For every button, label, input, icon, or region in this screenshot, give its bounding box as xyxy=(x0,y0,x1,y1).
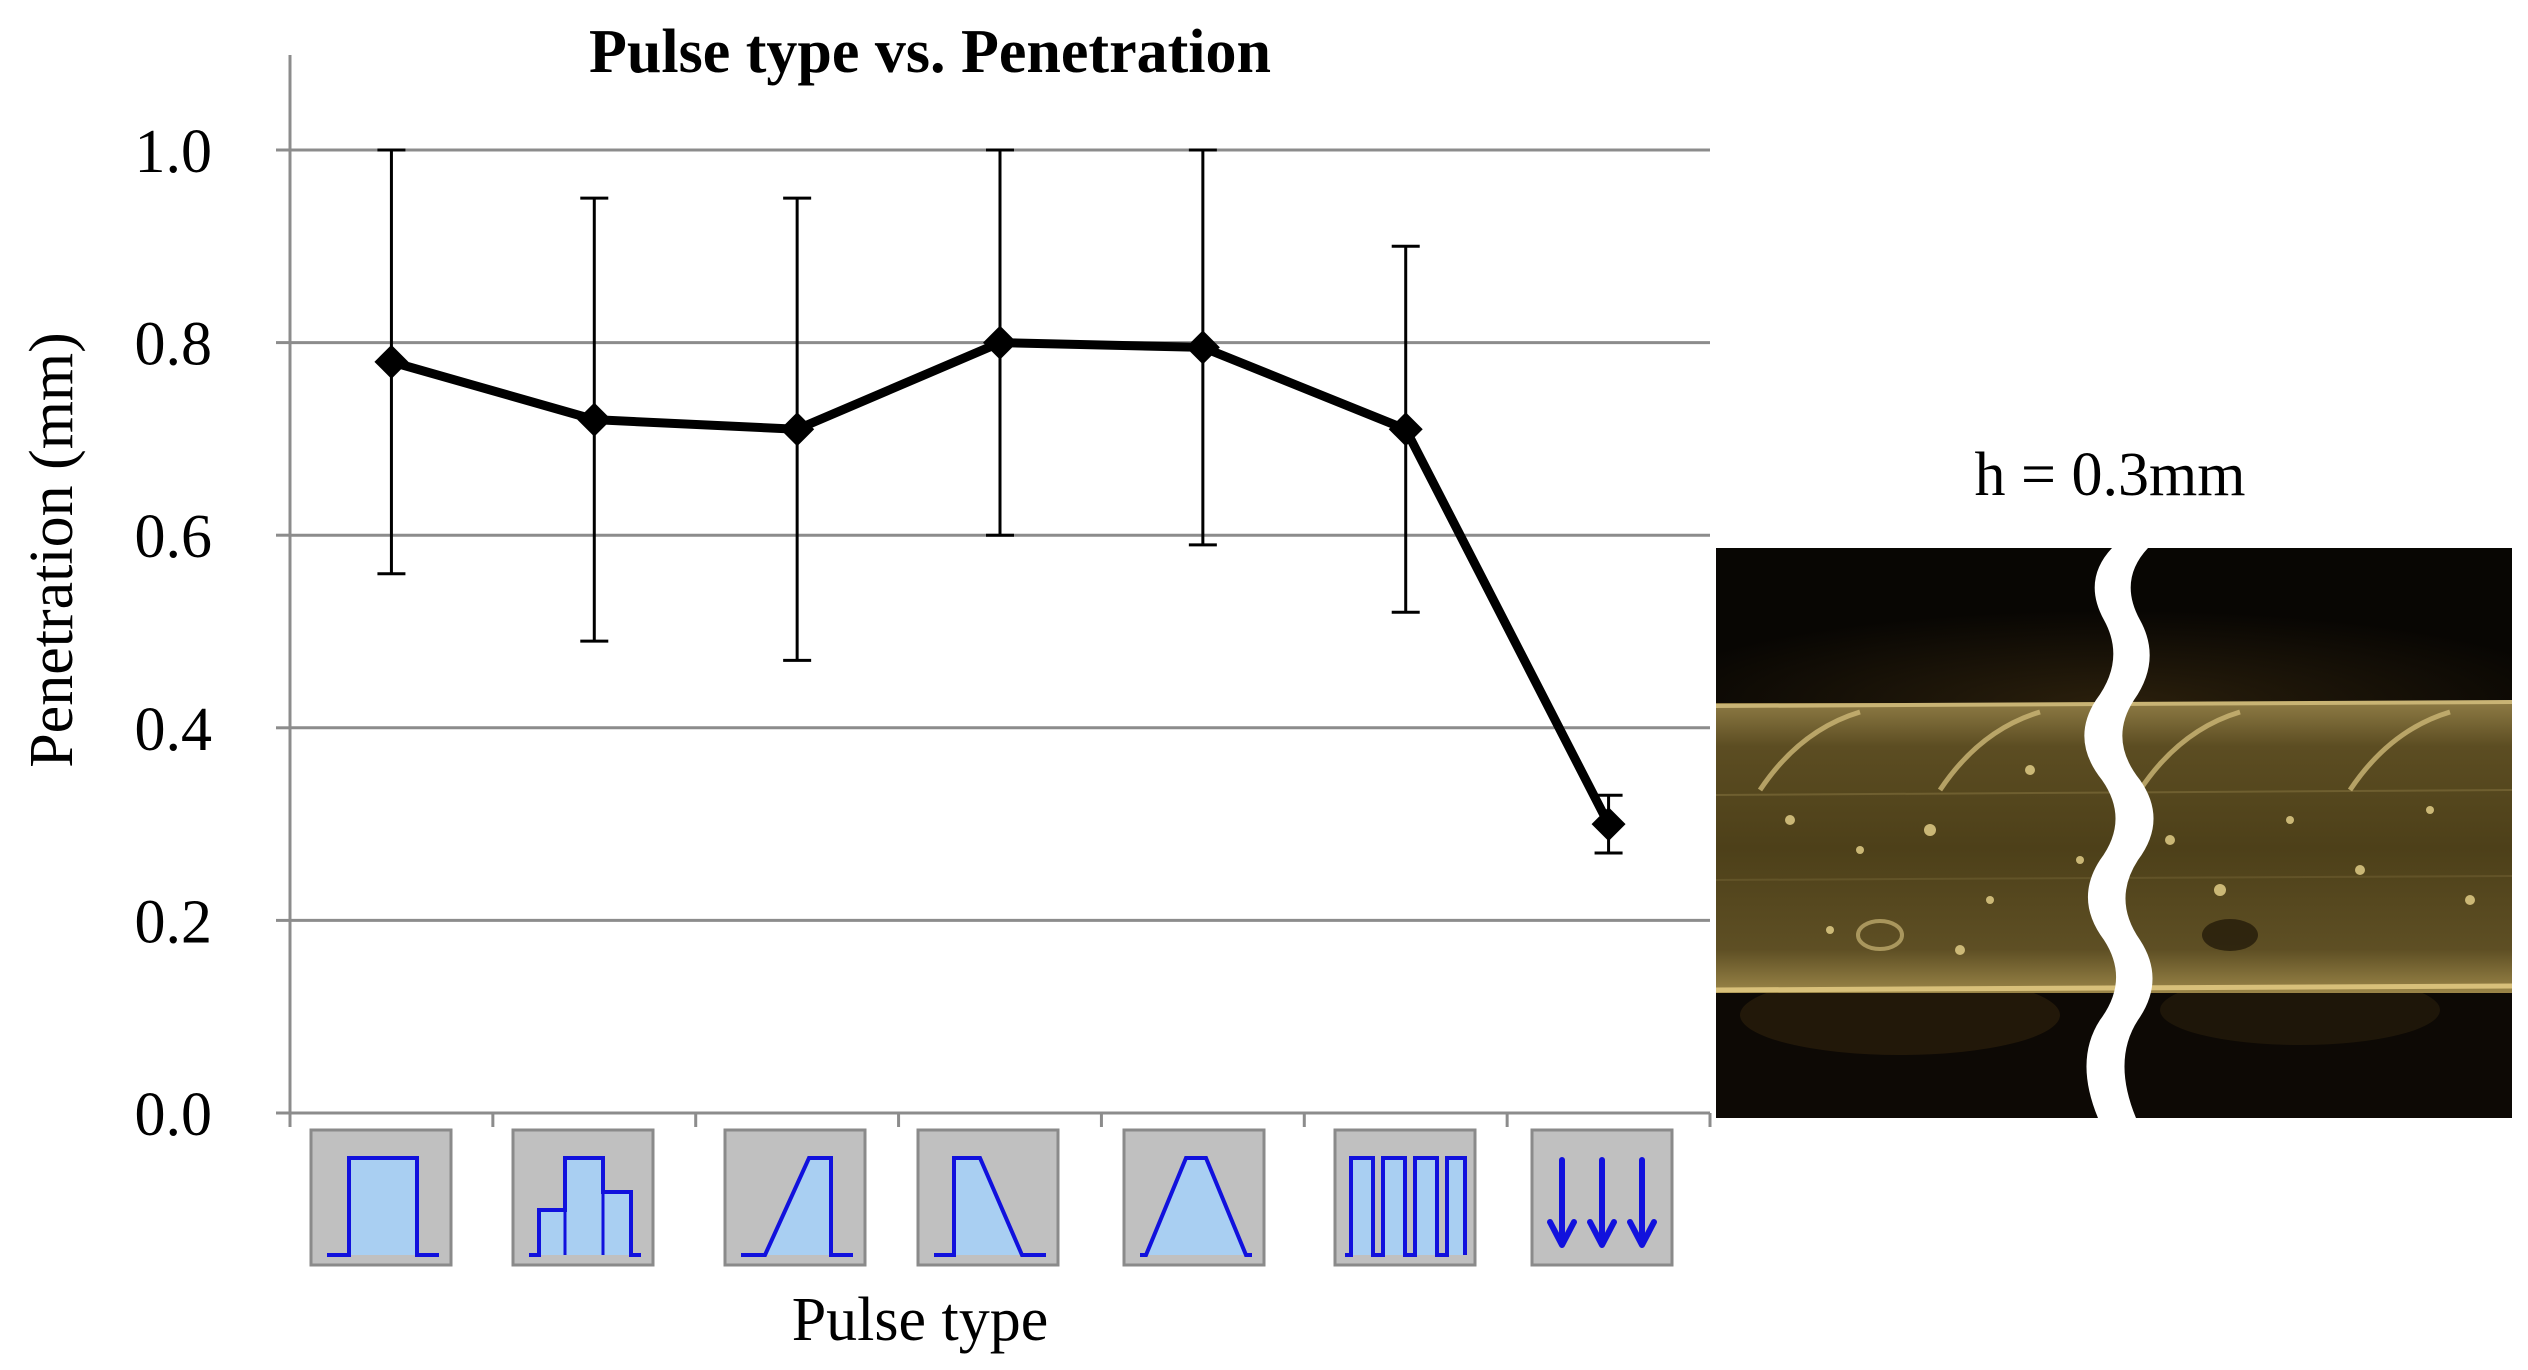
data-point-marker xyxy=(1185,330,1220,365)
error-bars xyxy=(377,148,1623,855)
data-point-marker xyxy=(374,344,409,379)
downward-arrows-icon xyxy=(1530,1128,1674,1267)
y-tick-label: 0.2 xyxy=(135,888,213,956)
y-tick-label: 0.0 xyxy=(135,1081,213,1149)
data-point-marker xyxy=(1591,807,1626,842)
ramp-down-pulse-icon xyxy=(916,1128,1060,1267)
data-markers xyxy=(374,325,1626,842)
data-point-marker xyxy=(983,325,1017,360)
data-point-marker xyxy=(780,412,815,447)
stepped-pulse-icon xyxy=(511,1128,655,1267)
y-tick-labels: 0.0 0.2 0.4 0.6 0.8 1.0 xyxy=(135,118,213,1149)
ramp-up-pulse-icon xyxy=(723,1128,867,1267)
data-point-marker xyxy=(1388,412,1423,447)
trapezoidal-pulse-icon xyxy=(1122,1128,1266,1267)
x-axis-ticks xyxy=(288,1113,1712,1127)
x-axis-title: Pulse type xyxy=(792,1286,1049,1354)
data-point-marker xyxy=(577,402,612,437)
gridlines xyxy=(276,148,1710,1115)
x-category-icons xyxy=(309,1128,1674,1267)
y-tick-label: 0.6 xyxy=(135,503,213,571)
y-tick-label: 0.4 xyxy=(135,696,213,764)
inset-caption: h = 0.3mm xyxy=(1975,441,2246,509)
rectangular-pulse-icon xyxy=(309,1128,453,1267)
pulsed-train-icon xyxy=(1333,1128,1477,1267)
chart-title: Pulse type vs. Penetration xyxy=(589,18,1271,86)
y-axis-title: Penetration (mm) xyxy=(18,332,86,768)
y-tick-label: 0.8 xyxy=(135,311,213,379)
y-tick-label: 1.0 xyxy=(135,118,213,186)
cross-section-photo xyxy=(1715,548,2513,1118)
